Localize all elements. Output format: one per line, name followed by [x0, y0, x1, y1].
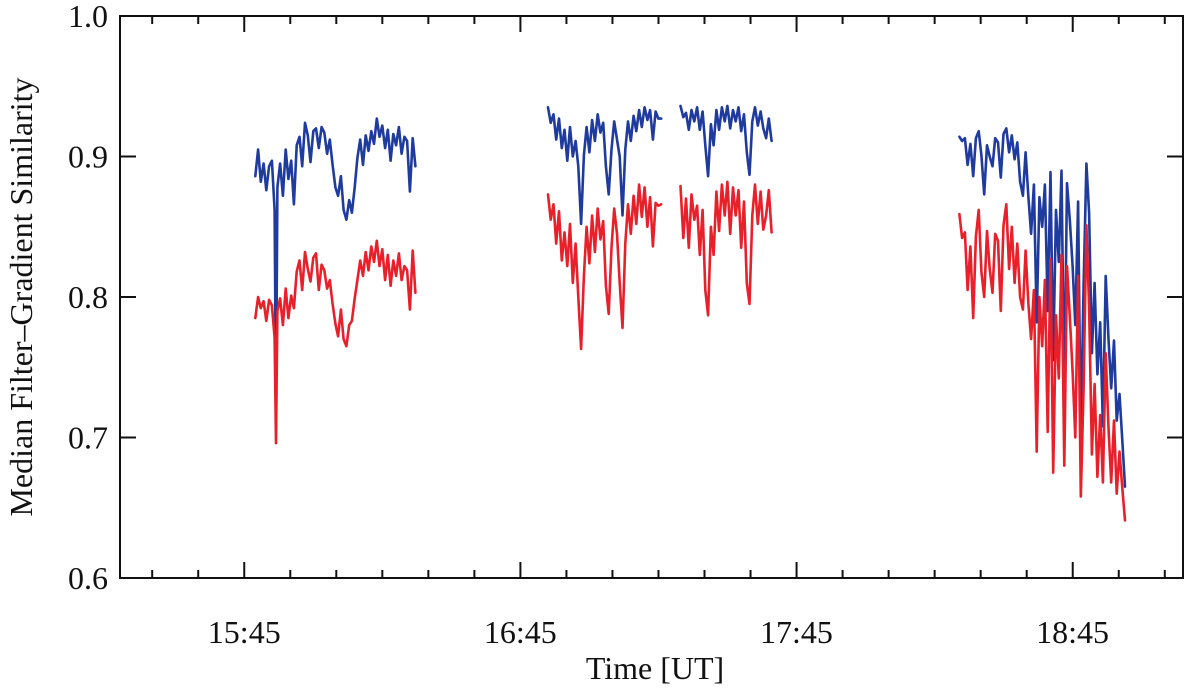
x-tick-label: 16:45	[484, 614, 557, 650]
blue-series-line	[546, 106, 663, 226]
x-tick-label: 17:45	[760, 614, 833, 650]
y-tick-label: 0.8	[68, 279, 108, 315]
x-tick-label: 15:45	[208, 614, 281, 650]
blue-series-line	[254, 117, 417, 404]
y-tick-label: 1.0	[68, 0, 108, 34]
red-series-line	[958, 203, 1127, 522]
red-series-line	[254, 239, 417, 445]
ticks-layer	[120, 15, 1183, 579]
blue-series-line	[679, 104, 773, 178]
series-layer	[254, 104, 1127, 522]
y-tick-label: 0.9	[68, 139, 108, 175]
x-axis-title: Time [UT]	[586, 650, 724, 686]
y-tick-label: 0.6	[68, 560, 108, 596]
blue-series-line	[958, 127, 1127, 489]
x-tick-label: 18:45	[1036, 614, 1109, 650]
red-series-line	[679, 180, 773, 317]
y-axis-title: Median Filter–Gradient Similarity	[3, 77, 39, 516]
y-tick-label: 0.7	[68, 420, 108, 456]
red-series-line	[546, 183, 663, 351]
labels-layer: 0.6 0.7 0.8 0.9 1.0 15:45 16:45 17:45 18:45	[68, 0, 1109, 650]
